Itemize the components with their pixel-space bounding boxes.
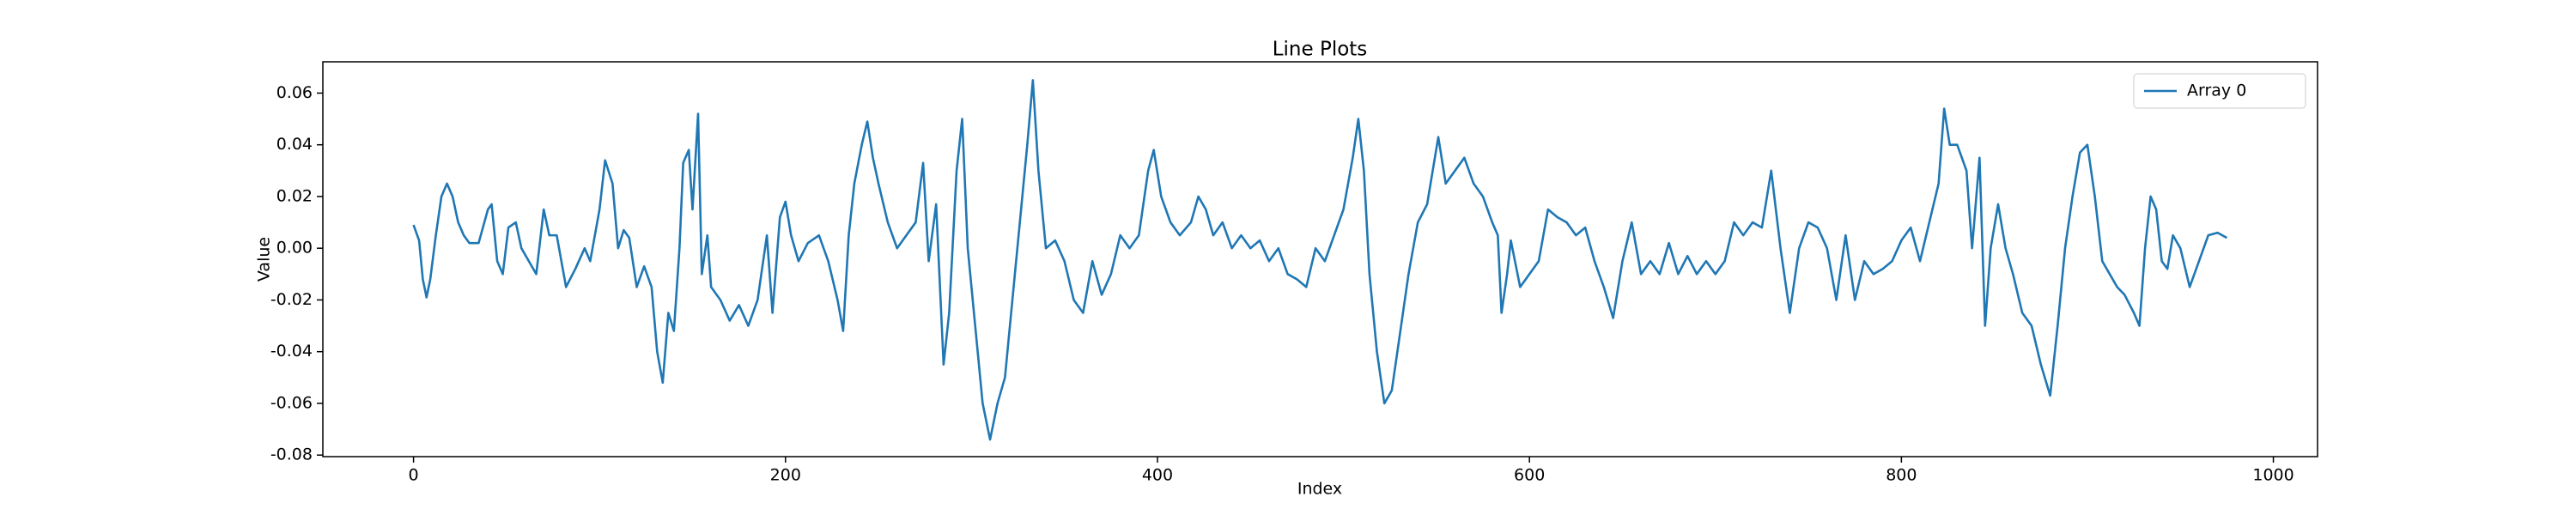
y-tick-label: 0.02 bbox=[276, 186, 313, 205]
legend-label: Array 0 bbox=[2187, 82, 2246, 100]
data-line bbox=[412, 79, 2228, 441]
y-tick-label: 0.00 bbox=[276, 239, 313, 258]
x-tick-label: 600 bbox=[1514, 466, 1545, 485]
x-tick-label: 400 bbox=[1142, 466, 1173, 485]
y-tick-label: -0.02 bbox=[270, 290, 313, 309]
x-tick-label: 0 bbox=[409, 466, 419, 485]
y-tick-label: -0.06 bbox=[270, 393, 313, 412]
chart-title: Line Plots bbox=[1273, 39, 1368, 61]
plot-frame bbox=[322, 61, 2318, 457]
x-tick-label: 800 bbox=[1886, 466, 1917, 485]
x-axis-label: Index bbox=[1297, 480, 1342, 499]
y-tick-label: 0.04 bbox=[276, 135, 313, 154]
x-tick-label: 200 bbox=[770, 466, 801, 485]
x-tick-label: 1000 bbox=[2252, 466, 2293, 485]
legend-box bbox=[2133, 73, 2306, 109]
y-axis-label: Value bbox=[255, 237, 274, 282]
y-tick-label: 0.06 bbox=[276, 83, 313, 102]
y-tick-label: -0.08 bbox=[270, 445, 313, 464]
y-tick-label: -0.04 bbox=[270, 342, 313, 360]
